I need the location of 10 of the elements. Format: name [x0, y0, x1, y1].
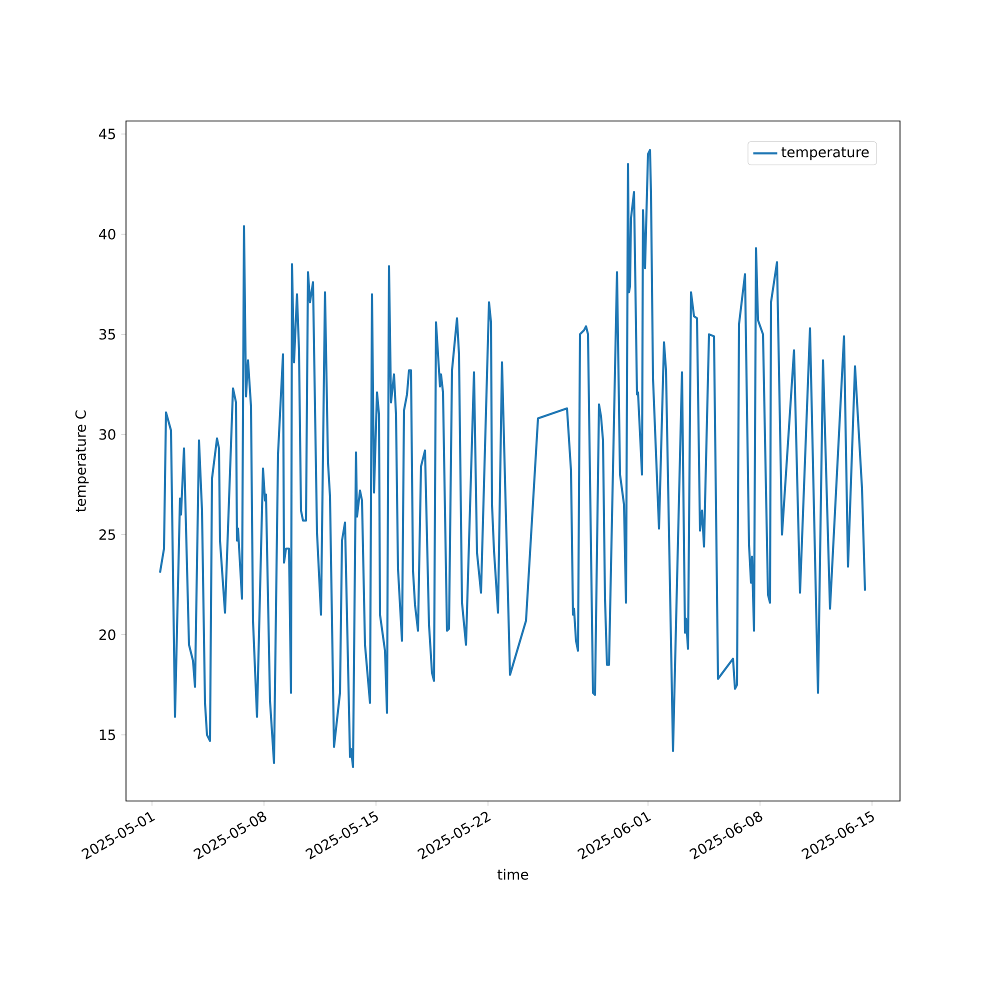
legend-label: temperature: [781, 147, 869, 160]
y-tick-label: 20: [99, 629, 116, 640]
y-tick-label: 25: [99, 529, 116, 540]
y-tick-label: 40: [99, 228, 116, 240]
y-tick-label: 15: [100, 730, 116, 740]
y-tick-label: 45: [99, 128, 116, 140]
y-axis-title: temperature C: [75, 410, 89, 512]
x-axis-title: time: [498, 868, 528, 880]
y-tick-label: 35: [99, 328, 116, 340]
y-tick-label: 30: [99, 429, 116, 440]
